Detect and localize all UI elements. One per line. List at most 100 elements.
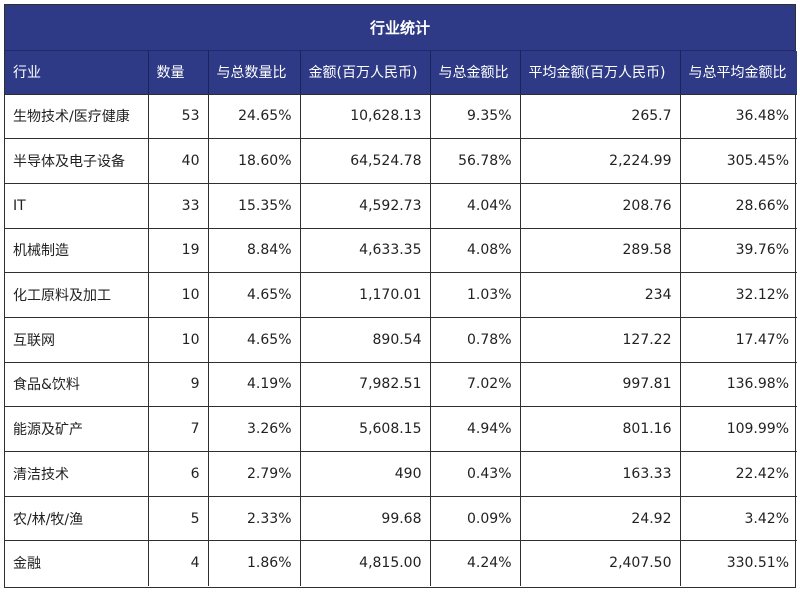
header-amount-ratio: 与总金额比 xyxy=(430,51,521,95)
cell-amount: 5,608.15 xyxy=(300,406,431,452)
cell-avg-amount: 801.16 xyxy=(520,406,681,452)
header-count-ratio: 与总数量比 xyxy=(208,51,301,95)
stats-table: 行业 数量 与总数量比 金额(百万人民币) 与总金额比 平均金额(百万人民币) 与总平均金额… xyxy=(5,51,797,586)
cell-industry: 食品&饮料 xyxy=(5,362,149,408)
industry-stats-table: 行业统计 行业 数量 与总数量比 金额(百万人民币) 与总金额比 平均金额(百万人民币) 与… xyxy=(4,4,797,588)
cell-amount-ratio: 56.78% xyxy=(430,138,521,184)
cell-avg-amount: 208.76 xyxy=(520,183,681,229)
cell-count: 40 xyxy=(148,138,209,184)
cell-amount-ratio: 1.03% xyxy=(430,272,521,318)
table-row: 化工原料及加工 10 4.65% 1,170.01 1.03% 234 32.12% xyxy=(5,272,797,318)
header-industry: 行业 xyxy=(5,51,149,95)
cell-avg-ratio: 22.42% xyxy=(680,451,797,497)
cell-amount: 890.54 xyxy=(300,317,431,363)
cell-amount: 4,633.35 xyxy=(300,228,431,274)
cell-amount: 7,982.51 xyxy=(300,362,431,408)
cell-avg-ratio: 109.99% xyxy=(680,406,797,452)
table-row: 互联网 10 4.65% 890.54 0.78% 127.22 17.47% xyxy=(5,317,797,363)
header-avg-ratio: 与总平均金额比 xyxy=(680,51,797,95)
cell-count-ratio: 15.35% xyxy=(208,183,301,229)
table-row: 半导体及电子设备 40 18.60% 64,524.78 56.78% 2,224.99 3… xyxy=(5,138,797,184)
cell-count: 33 xyxy=(148,183,209,229)
cell-amount-ratio: 4.24% xyxy=(430,540,521,586)
table-body: 生物技术/医疗健康 53 24.65% 10,628.13 9.35% 265.7 36.4… xyxy=(5,94,797,586)
cell-avg-ratio: 3.42% xyxy=(680,496,797,542)
cell-avg-ratio: 28.66% xyxy=(680,183,797,229)
cell-industry: 清洁技术 xyxy=(5,451,149,497)
cell-count: 19 xyxy=(148,228,209,274)
cell-avg-amount: 234 xyxy=(520,272,681,318)
cell-avg-amount: 2,224.99 xyxy=(520,138,681,184)
cell-amount-ratio: 0.09% xyxy=(430,496,521,542)
cell-avg-amount: 2,407.50 xyxy=(520,540,681,586)
cell-avg-ratio: 305.45% xyxy=(680,138,797,184)
cell-industry: 互联网 xyxy=(5,317,149,363)
cell-industry: 机械制造 xyxy=(5,228,149,274)
cell-avg-amount: 289.58 xyxy=(520,228,681,274)
cell-avg-ratio: 17.47% xyxy=(680,317,797,363)
cell-amount-ratio: 0.43% xyxy=(430,451,521,497)
cell-count-ratio: 8.84% xyxy=(208,228,301,274)
table-row: 农/林/牧/渔 5 2.33% 99.68 0.09% 24.92 3.42% xyxy=(5,496,797,542)
table-row: 机械制造 19 8.84% 4,633.35 4.08% 289.58 39.76% xyxy=(5,228,797,274)
cell-amount: 64,524.78 xyxy=(300,138,431,184)
cell-amount: 1,170.01 xyxy=(300,272,431,318)
cell-industry: 生物技术/医疗健康 xyxy=(5,94,149,140)
cell-count-ratio: 4.19% xyxy=(208,362,301,408)
cell-count-ratio: 18.60% xyxy=(208,138,301,184)
cell-amount: 10,628.13 xyxy=(300,94,431,140)
cell-count: 9 xyxy=(148,362,209,408)
header-amount: 金额(百万人民币) xyxy=(300,51,431,95)
cell-amount-ratio: 4.94% xyxy=(430,406,521,452)
table-header: 行业 数量 与总数量比 金额(百万人民币) 与总金额比 平均金额(百万人民币) 与总平均金额… xyxy=(5,51,797,95)
cell-count-ratio: 3.26% xyxy=(208,406,301,452)
cell-industry: 金融 xyxy=(5,540,149,586)
cell-amount: 4,592.73 xyxy=(300,183,431,229)
table-title: 行业统计 xyxy=(5,5,795,51)
table-row: 清洁技术 6 2.79% 490 0.43% 163.33 22.42% xyxy=(5,451,797,497)
cell-amount-ratio: 4.08% xyxy=(430,228,521,274)
header-row: 行业 数量 与总数量比 金额(百万人民币) 与总金额比 平均金额(百万人民币) 与总平均金额… xyxy=(5,51,797,95)
table-row: 食品&饮料 9 4.19% 7,982.51 7.02% 997.81 136.98% xyxy=(5,362,797,408)
cell-count: 7 xyxy=(148,406,209,452)
table-row: 能源及矿产 7 3.26% 5,608.15 4.94% 801.16 109.99% xyxy=(5,406,797,452)
cell-avg-ratio: 136.98% xyxy=(680,362,797,408)
cell-count: 10 xyxy=(148,317,209,363)
cell-amount: 490 xyxy=(300,451,431,497)
table-row: 生物技术/医疗健康 53 24.65% 10,628.13 9.35% 265.7 36.4… xyxy=(5,94,797,140)
cell-count-ratio: 2.33% xyxy=(208,496,301,542)
cell-avg-amount: 265.7 xyxy=(520,94,681,140)
cell-industry: IT xyxy=(5,183,149,229)
cell-avg-ratio: 36.48% xyxy=(680,94,797,140)
cell-avg-amount: 163.33 xyxy=(520,451,681,497)
cell-count-ratio: 4.65% xyxy=(208,317,301,363)
cell-amount: 4,815.00 xyxy=(300,540,431,586)
cell-count: 53 xyxy=(148,94,209,140)
table-row: 金融 4 1.86% 4,815.00 4.24% 2,407.50 330.51% xyxy=(5,540,797,586)
cell-count-ratio: 2.79% xyxy=(208,451,301,497)
cell-industry: 半导体及电子设备 xyxy=(5,138,149,184)
cell-amount-ratio: 9.35% xyxy=(430,94,521,140)
header-count: 数量 xyxy=(148,51,209,95)
header-avg-amount: 平均金额(百万人民币) xyxy=(520,51,681,95)
cell-count: 4 xyxy=(148,540,209,586)
cell-avg-amount: 997.81 xyxy=(520,362,681,408)
cell-amount: 99.68 xyxy=(300,496,431,542)
cell-avg-ratio: 32.12% xyxy=(680,272,797,318)
cell-count-ratio: 1.86% xyxy=(208,540,301,586)
cell-count-ratio: 4.65% xyxy=(208,272,301,318)
cell-count: 10 xyxy=(148,272,209,318)
cell-industry: 农/林/牧/渔 xyxy=(5,496,149,542)
cell-industry: 能源及矿产 xyxy=(5,406,149,452)
cell-industry: 化工原料及加工 xyxy=(5,272,149,318)
cell-count: 5 xyxy=(148,496,209,542)
cell-avg-amount: 127.22 xyxy=(520,317,681,363)
cell-avg-ratio: 39.76% xyxy=(680,228,797,274)
cell-amount-ratio: 4.04% xyxy=(430,183,521,229)
cell-count: 6 xyxy=(148,451,209,497)
cell-avg-amount: 24.92 xyxy=(520,496,681,542)
cell-count-ratio: 24.65% xyxy=(208,94,301,140)
cell-amount-ratio: 0.78% xyxy=(430,317,521,363)
cell-avg-ratio: 330.51% xyxy=(726,555,789,572)
table-row: IT 33 15.35% 4,592.73 4.04% 208.76 28.66% xyxy=(5,183,797,229)
